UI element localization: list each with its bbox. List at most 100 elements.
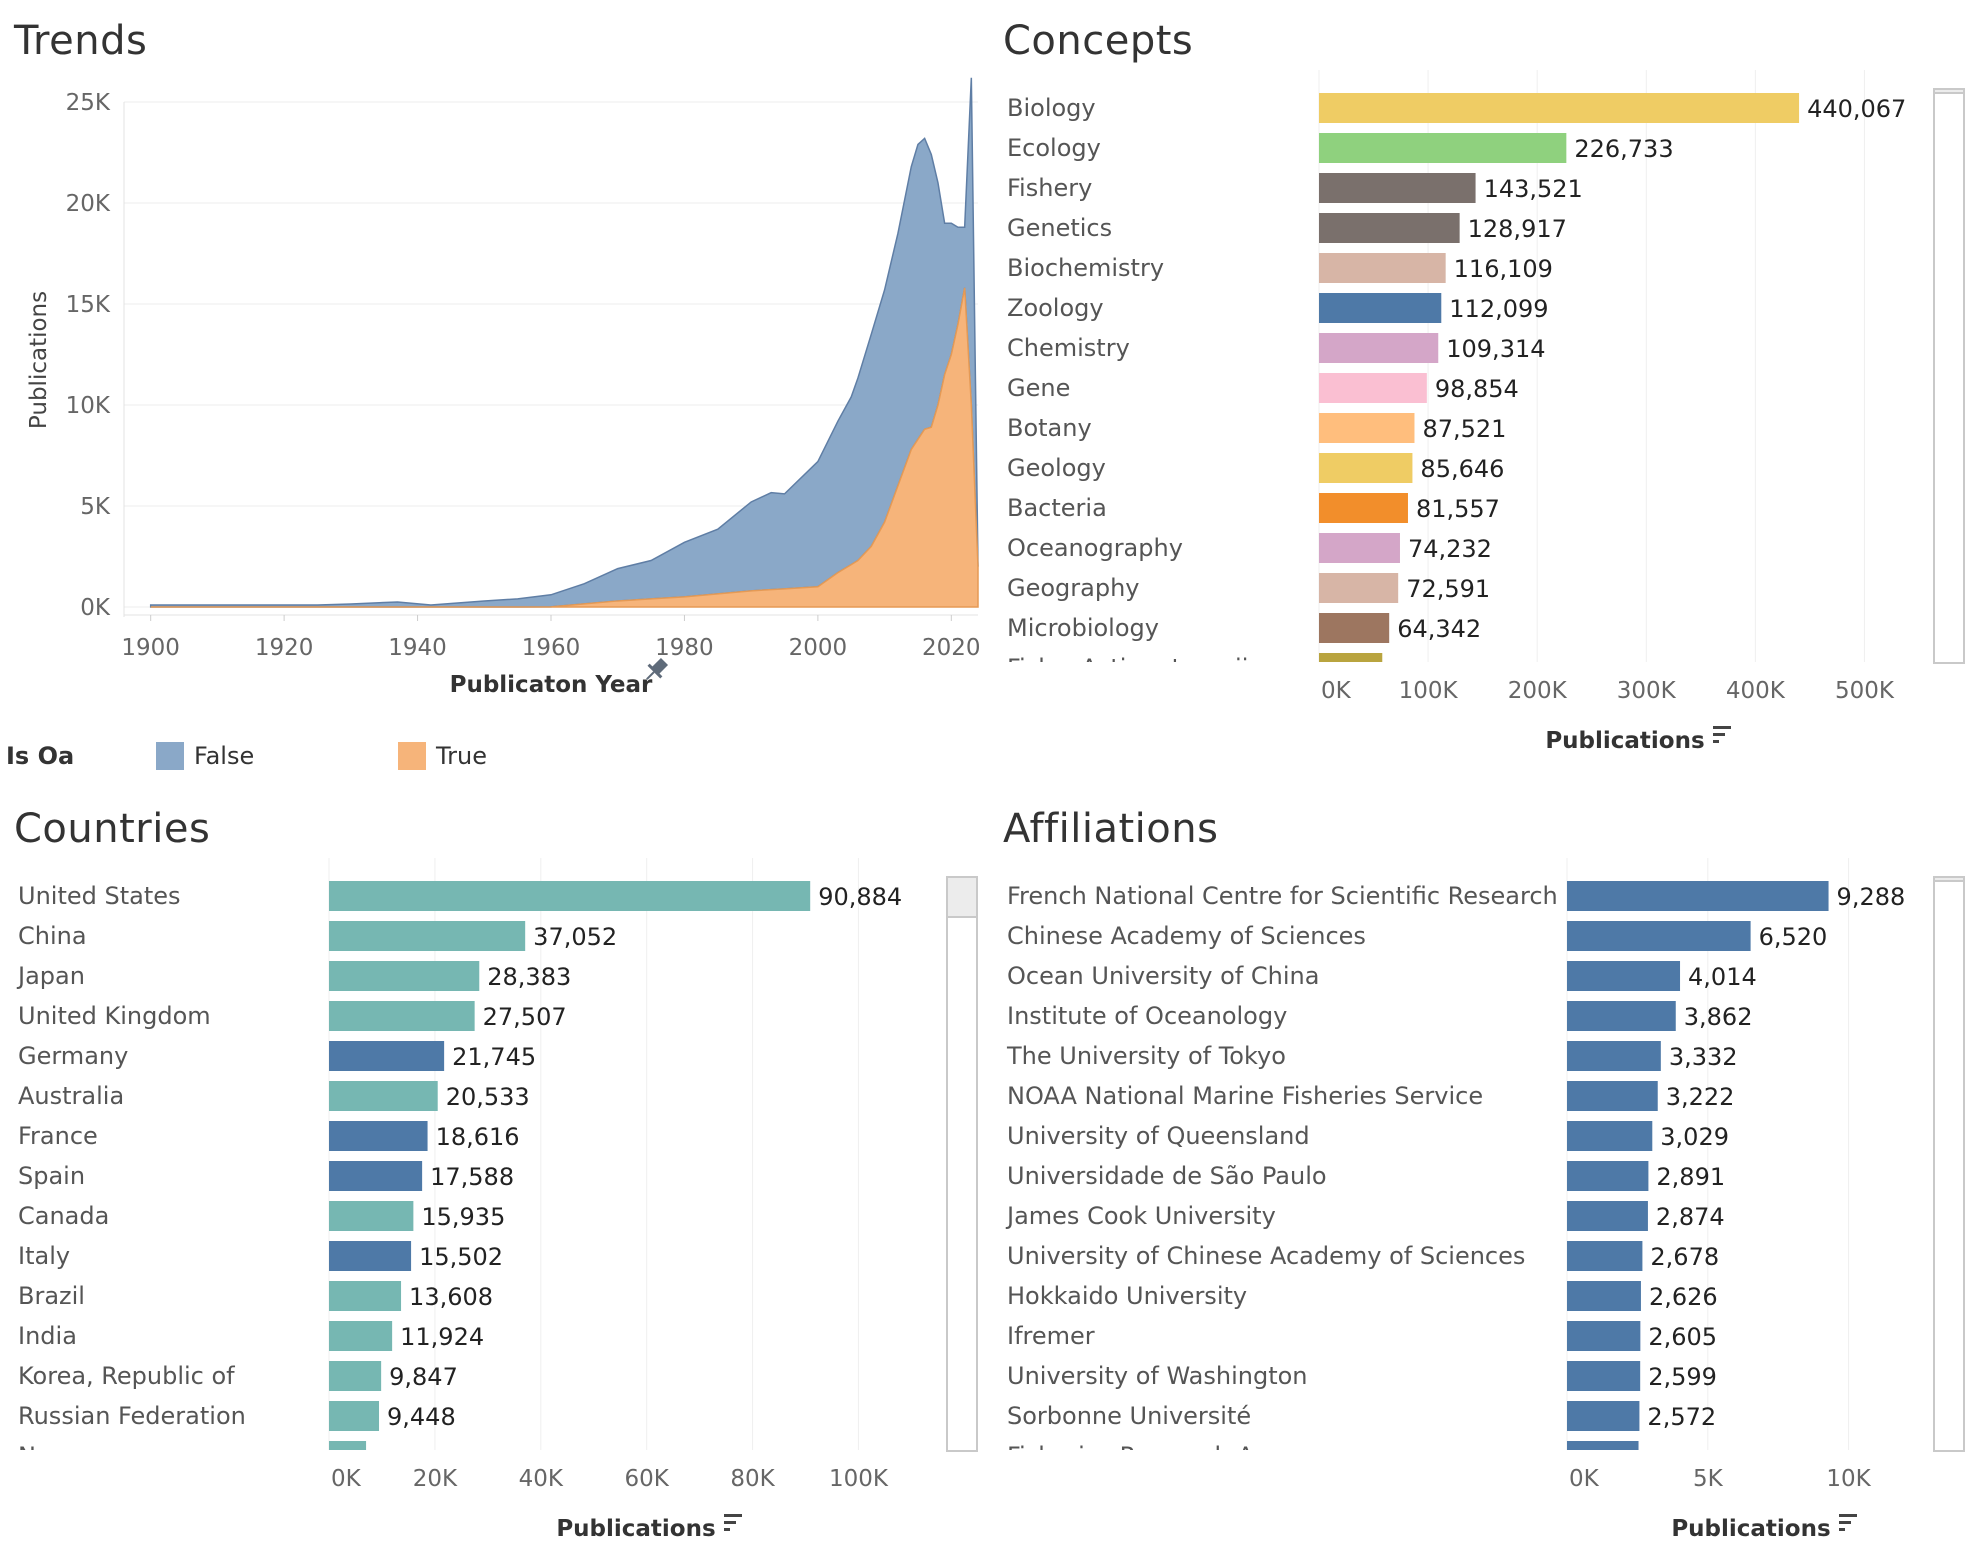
concepts-bar[interactable] — [1319, 413, 1415, 443]
countries-category-label[interactable]: Russian Federation — [18, 1402, 246, 1430]
affiliations-category-label[interactable]: Hokkaido University — [1007, 1282, 1247, 1310]
concepts-bar[interactable] — [1319, 653, 1383, 683]
legend-swatch-false[interactable] — [156, 742, 184, 770]
concepts-bar[interactable] — [1319, 133, 1567, 163]
countries-bar[interactable] — [329, 1001, 475, 1031]
trends-chart[interactable]: 0K 5K 10K 15K 20K 25K 1900 1920 1940 1960 1980 2000… — [0, 70, 985, 800]
countries-bar[interactable] — [329, 1401, 380, 1431]
affiliations-bar[interactable] — [1567, 1241, 1643, 1271]
affiliations-category-label[interactable]: Fisheries Research Agency — [1007, 1442, 1326, 1470]
countries-category-label[interactable]: United States — [18, 882, 181, 910]
countries-bar[interactable] — [329, 1161, 423, 1191]
affiliations-bar[interactable] — [1567, 1401, 1640, 1431]
countries-scrollbar[interactable] — [946, 876, 978, 1452]
affiliations-bar[interactable] — [1567, 1081, 1658, 1111]
affiliations-bar[interactable] — [1567, 961, 1681, 991]
countries-scroll-thumb[interactable] — [948, 878, 976, 918]
concepts-bar[interactable] — [1319, 293, 1442, 323]
affiliations-category-label[interactable]: Sorbonne Université — [1007, 1402, 1251, 1430]
affiliations-bar[interactable] — [1567, 1121, 1653, 1151]
concepts-bar[interactable] — [1319, 333, 1439, 363]
countries-bar[interactable] — [329, 961, 480, 991]
concepts-sort-icon[interactable] — [1713, 726, 1731, 743]
countries-category-label[interactable]: Italy — [18, 1242, 70, 1270]
countries-bar[interactable] — [329, 881, 811, 911]
affiliations-bar[interactable] — [1567, 1321, 1641, 1351]
concepts-category-label[interactable]: Ecology — [1007, 134, 1101, 162]
affiliations-category-label[interactable]: University of Chinese Academy of Science… — [1007, 1242, 1525, 1270]
concepts-category-label[interactable]: Fishery — [1007, 174, 1092, 202]
affiliations-category-label[interactable]: James Cook University — [1005, 1202, 1276, 1230]
countries-category-label[interactable]: United Kingdom — [18, 1002, 211, 1030]
trends-area-true[interactable] — [150, 287, 979, 608]
legend-label-true[interactable]: True — [436, 742, 487, 770]
affiliations-category-label[interactable]: NOAA National Marine Fisheries Service — [1007, 1082, 1483, 1110]
affiliations-bar[interactable] — [1567, 1201, 1648, 1231]
concepts-category-label[interactable]: Biology — [1007, 94, 1096, 122]
countries-category-label[interactable]: France — [18, 1122, 98, 1150]
affiliations-bar[interactable] — [1567, 1281, 1641, 1311]
concepts-scrollbar[interactable] — [1933, 88, 1965, 664]
affiliations-category-label[interactable]: University of Washington — [1007, 1362, 1308, 1390]
affiliations-bar[interactable] — [1567, 1001, 1676, 1031]
concepts-bar[interactable] — [1319, 373, 1427, 403]
affiliations-chart[interactable]: French National Centre for Scientific Re… — [1003, 858, 1968, 1558]
countries-chart[interactable]: United States 90,884 China 37,052 Japan 28,38… — [0, 858, 985, 1558]
concepts-bar[interactable] — [1319, 613, 1390, 643]
trends-area-false[interactable] — [149, 77, 979, 608]
concepts-bar[interactable] — [1319, 533, 1400, 563]
affiliations-bar[interactable] — [1567, 1161, 1649, 1191]
countries-category-label[interactable]: Canada — [18, 1202, 109, 1230]
countries-bar[interactable] — [329, 1441, 367, 1471]
concepts-bar[interactable] — [1319, 453, 1413, 483]
affiliations-category-label[interactable]: Institute of Oceanology — [1007, 1002, 1287, 1030]
concepts-bar[interactable] — [1319, 493, 1408, 523]
affiliations-category-label[interactable]: Ifremer — [1007, 1322, 1095, 1350]
concepts-category-label[interactable]: Biochemistry — [1007, 254, 1164, 282]
countries-bar[interactable] — [329, 921, 526, 951]
concepts-category-label[interactable]: Geography — [1007, 574, 1140, 602]
concepts-category-label[interactable]: Geology — [1007, 454, 1106, 482]
concepts-category-label[interactable]: Fish <Actinopterygii> — [1007, 654, 1269, 682]
concepts-category-label[interactable]: Bacteria — [1007, 494, 1107, 522]
affiliations-sort-icon[interactable] — [1839, 1514, 1857, 1531]
countries-bar[interactable] — [329, 1041, 445, 1071]
concepts-bar[interactable] — [1319, 93, 1800, 123]
affiliations-scroll-thumb[interactable] — [1935, 878, 1963, 882]
concepts-scroll-thumb[interactable] — [1935, 90, 1963, 94]
affiliations-bar[interactable] — [1567, 1361, 1641, 1391]
countries-category-label[interactable]: Korea, Republic of — [18, 1362, 235, 1390]
affiliations-category-label[interactable]: Ocean University of China — [1007, 962, 1319, 990]
countries-sort-icon[interactable] — [724, 1514, 742, 1531]
concepts-category-label[interactable]: Oceanography — [1007, 534, 1183, 562]
affiliations-category-label[interactable]: The University of Tokyo — [1006, 1042, 1286, 1070]
pin-icon[interactable] — [640, 655, 670, 685]
countries-category-label[interactable]: India — [18, 1322, 77, 1350]
affiliations-bar[interactable] — [1567, 881, 1829, 911]
countries-category-label[interactable]: Germany — [18, 1042, 128, 1070]
countries-category-label[interactable]: Japan — [16, 962, 85, 990]
affiliations-category-label[interactable]: Chinese Academy of Sciences — [1007, 922, 1366, 950]
concepts-bar[interactable] — [1319, 573, 1399, 603]
affiliations-bar[interactable] — [1567, 1041, 1661, 1071]
countries-bar[interactable] — [329, 1121, 428, 1151]
concepts-category-label[interactable]: Genetics — [1007, 214, 1112, 242]
concepts-bar[interactable] — [1319, 253, 1446, 283]
countries-category-label[interactable]: China — [18, 922, 87, 950]
affiliations-bar[interactable] — [1567, 921, 1751, 951]
concepts-bar[interactable] — [1319, 213, 1460, 243]
countries-bar[interactable] — [329, 1081, 438, 1111]
countries-category-label[interactable]: Australia — [18, 1082, 124, 1110]
concepts-category-label[interactable]: Botany — [1007, 414, 1092, 442]
concepts-chart[interactable]: Biology 440,067 Ecology 226,733 Fishery 143,5… — [1003, 70, 1968, 770]
countries-bar[interactable] — [329, 1241, 412, 1271]
concepts-category-label[interactable]: Zoology — [1007, 294, 1104, 322]
affiliations-bar[interactable] — [1567, 1441, 1639, 1471]
concepts-category-label[interactable]: Microbiology — [1007, 614, 1159, 642]
countries-bar[interactable] — [329, 1361, 382, 1391]
legend-label-false[interactable]: False — [194, 742, 255, 770]
affiliations-category-label[interactable]: Universidade de São Paulo — [1007, 1162, 1327, 1190]
concepts-category-label[interactable]: Chemistry — [1007, 334, 1130, 362]
affiliations-category-label[interactable]: University of Queensland — [1007, 1122, 1310, 1150]
countries-category-label[interactable]: Brazil — [18, 1282, 85, 1310]
